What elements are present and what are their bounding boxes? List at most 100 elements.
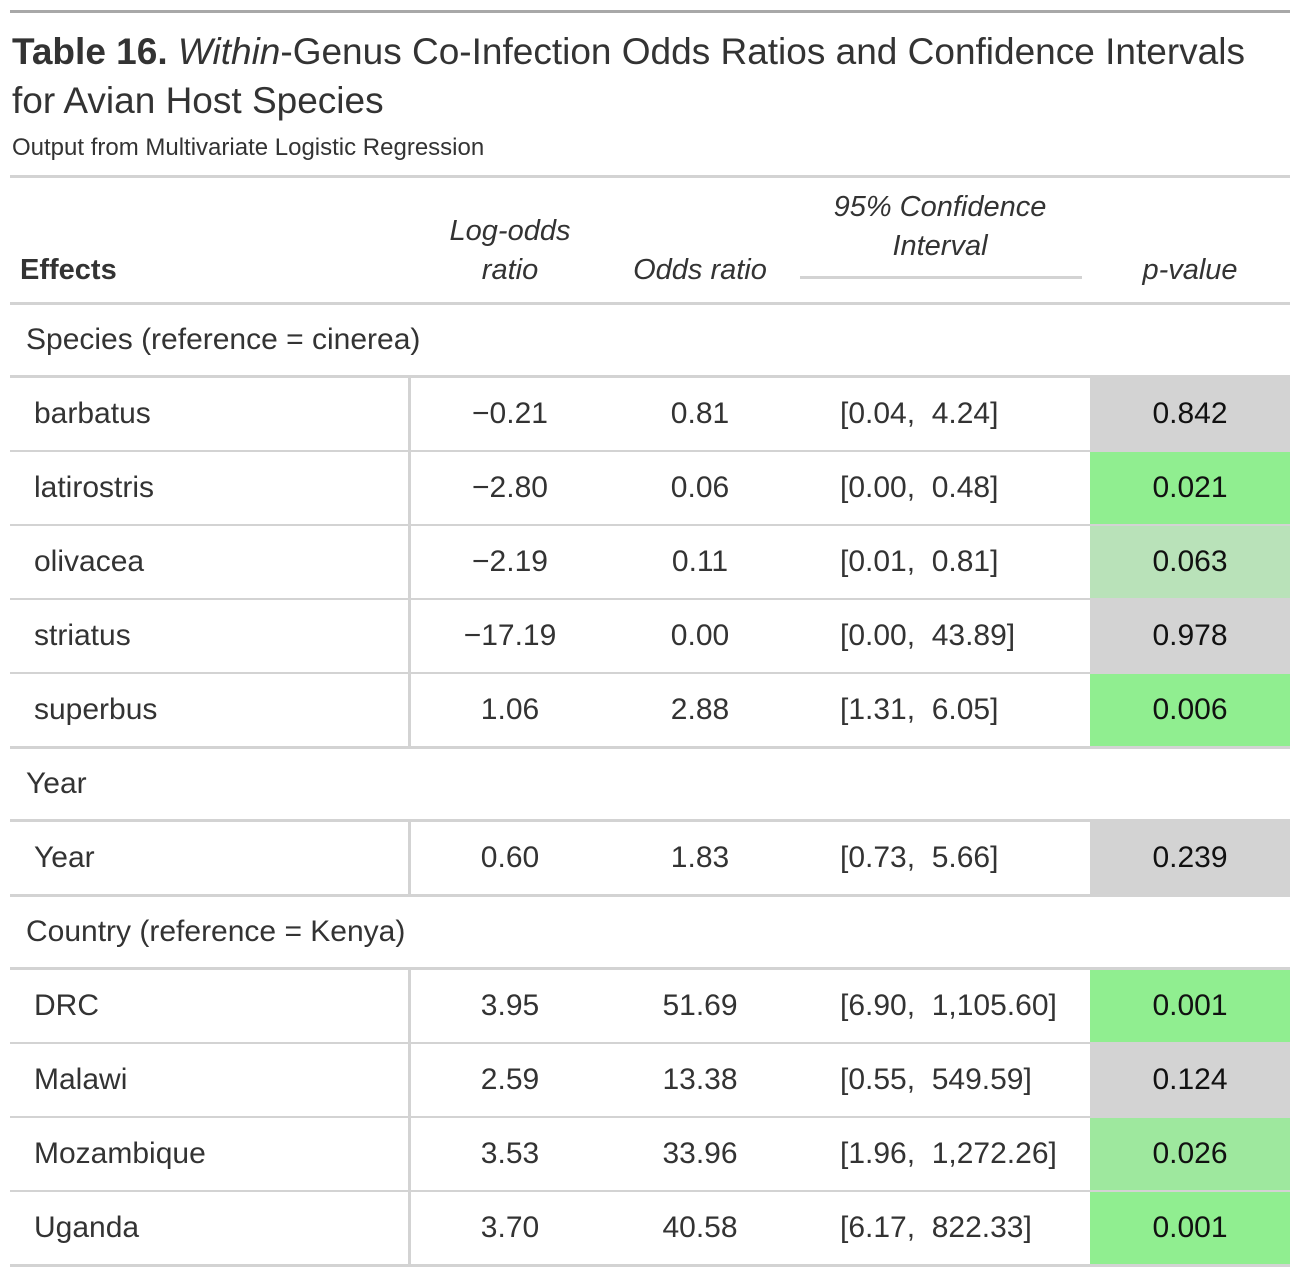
table-row: 0.001 DRC 3.95 51.69 [6.90, 1,105.60] xyxy=(10,970,1290,1042)
table-row: 0.124 Malawi 2.59 13.38 [0.55, 549.59] xyxy=(10,1044,1290,1116)
cell-log-odds: 3.95 xyxy=(480,989,540,1022)
column-header-row: Effects Log-odds ratio Odds ratio 95% Co… xyxy=(10,178,1290,302)
row-divider xyxy=(10,450,1290,452)
cell-p-value: 0.124 xyxy=(1090,1044,1290,1116)
column-separator xyxy=(408,1118,411,1190)
cell-confidence-interval: [1.96, 1,272.26] xyxy=(840,1137,1057,1170)
cell-confidence-interval: [0.73, 5.66] xyxy=(840,841,999,874)
group-label: Species (reference = cinerea) xyxy=(26,323,421,356)
cell-effect: latirostris xyxy=(34,471,155,504)
title-italic: Within xyxy=(177,31,281,72)
group-heading: Country (reference = Kenya) xyxy=(10,897,1290,967)
group-label: Country (reference = Kenya) xyxy=(26,915,406,948)
cell-p-value: 0.021 xyxy=(1090,452,1290,524)
cell-effect: Mozambique xyxy=(34,1137,206,1170)
cell-confidence-interval: [6.17, 822.33] xyxy=(840,1211,1032,1244)
column-separator xyxy=(408,1044,411,1116)
header-log-odds: Log-odds ratio xyxy=(410,212,610,290)
cell-odds-ratio: 2.88 xyxy=(670,693,730,726)
column-separator xyxy=(408,674,411,746)
cell-p-value: 0.026 xyxy=(1090,1118,1290,1190)
header-bottom-rule xyxy=(10,302,1290,305)
cell-odds-ratio: 0.81 xyxy=(670,397,730,430)
table-row: 0.021 latirostris −2.80 0.06 [0.00, 0.48] xyxy=(10,452,1290,524)
group-bottom-rule xyxy=(10,746,1290,749)
cell-log-odds: 1.06 xyxy=(480,693,540,726)
table-row: 0.006 superbus 1.06 2.88 [1.31, 6.05] xyxy=(10,674,1290,746)
column-separator xyxy=(408,970,411,1042)
table-row: 0.026 Mozambique 3.53 33.96 [1.96, 1,272.26] xyxy=(10,1118,1290,1190)
cell-confidence-interval: [0.00, 0.48] xyxy=(840,471,999,504)
cell-p-value: 0.239 xyxy=(1090,822,1290,894)
cell-effect: Uganda xyxy=(34,1211,140,1244)
table-title: Table 16. Within-Genus Co-Infection Odds… xyxy=(12,27,1290,125)
column-separator xyxy=(408,822,411,894)
cell-confidence-interval: [0.04, 4.24] xyxy=(840,397,999,430)
cell-log-odds: −0.21 xyxy=(472,397,548,430)
cell-effect: Year xyxy=(34,841,95,874)
header-top-rule xyxy=(10,175,1290,178)
cell-effect: superbus xyxy=(34,693,158,726)
cell-odds-ratio: 1.83 xyxy=(670,841,730,874)
cell-effect: olivacea xyxy=(34,545,145,578)
cell-confidence-interval: [0.55, 549.59] xyxy=(840,1063,1032,1096)
title-rest: -Genus Co-Infection Odds Ratios and Conf… xyxy=(12,31,1245,121)
header-p-value: p-value xyxy=(1142,254,1238,286)
column-separator xyxy=(408,378,411,450)
cell-p-value: 0.006 xyxy=(1090,674,1290,746)
header-odds-ratio: Odds ratio xyxy=(633,254,767,286)
table-subtitle: Output from Multivariate Logistic Regres… xyxy=(12,134,485,161)
row-divider xyxy=(10,1042,1290,1044)
group-top-rule xyxy=(10,819,1290,822)
cell-p-value: 0.001 xyxy=(1090,970,1290,1042)
cell-confidence-interval: [1.31, 6.05] xyxy=(840,693,999,726)
header-log-odds-line1: Log-odds xyxy=(449,215,571,247)
table-row: 0.001 Uganda 3.70 40.58 [6.17, 822.33] xyxy=(10,1192,1290,1264)
column-separator xyxy=(408,600,411,672)
cell-effect: Malawi xyxy=(34,1063,128,1096)
cell-p-value: 0.063 xyxy=(1090,526,1290,598)
header-ci-line2: Interval xyxy=(892,230,988,262)
cell-odds-ratio: 51.69 xyxy=(662,989,738,1022)
group-top-rule xyxy=(10,967,1290,970)
table-number: Table 16. xyxy=(12,31,168,72)
header-confidence-interval: 95% Confidence Interval xyxy=(800,188,1080,266)
cell-confidence-interval: [0.01, 0.81] xyxy=(840,545,999,578)
table-row: 0.842 barbatus −0.21 0.81 [0.04, 4.24] xyxy=(10,378,1290,450)
cell-log-odds: 3.53 xyxy=(480,1137,540,1170)
row-divider xyxy=(10,524,1290,526)
cell-log-odds: 3.70 xyxy=(480,1211,540,1244)
row-divider xyxy=(10,1190,1290,1192)
cell-log-odds: −17.19 xyxy=(463,619,557,652)
cell-confidence-interval: [0.00, 43.89] xyxy=(840,619,1016,652)
column-separator xyxy=(408,452,411,524)
group-bottom-rule xyxy=(10,894,1290,897)
top-rule xyxy=(10,10,1290,13)
cell-odds-ratio: 0.00 xyxy=(670,619,730,652)
column-separator xyxy=(408,526,411,598)
cell-effect: DRC xyxy=(34,989,99,1022)
cell-p-value: 0.978 xyxy=(1090,600,1290,672)
table-row: 0.063 olivacea −2.19 0.11 [0.01, 0.81] xyxy=(10,526,1290,598)
group-heading: Species (reference = cinerea) xyxy=(10,305,1290,375)
column-separator xyxy=(408,1192,411,1264)
header-ci-line1: 95% Confidence xyxy=(833,191,1047,223)
group-heading: Year xyxy=(10,749,1290,819)
cell-log-odds: −2.80 xyxy=(472,471,548,504)
group-top-rule xyxy=(10,375,1290,378)
row-divider xyxy=(10,598,1290,600)
cell-effect: barbatus xyxy=(34,397,151,430)
table-row: 0.978 striatus −17.19 0.00 [0.00, 43.89] xyxy=(10,600,1290,672)
header-ci-spanner-rule xyxy=(800,276,1082,279)
cell-log-odds: 0.60 xyxy=(480,841,540,874)
table-body: Species (reference = cinerea) 0.842 barbat… xyxy=(10,305,1290,1267)
table-container: Table 16. Within-Genus Co-Infection Odds… xyxy=(10,10,1290,1267)
cell-odds-ratio: 0.06 xyxy=(670,471,730,504)
cell-odds-ratio: 13.38 xyxy=(662,1063,738,1096)
header-effects: Effects xyxy=(20,254,117,286)
cell-p-value: 0.001 xyxy=(1090,1192,1290,1264)
cell-p-value: 0.842 xyxy=(1090,378,1290,450)
cell-odds-ratio: 33.96 xyxy=(662,1137,738,1170)
table-row: 0.239 Year 0.60 1.83 [0.73, 5.66] xyxy=(10,822,1290,894)
header-log-odds-line2: ratio xyxy=(481,254,539,286)
